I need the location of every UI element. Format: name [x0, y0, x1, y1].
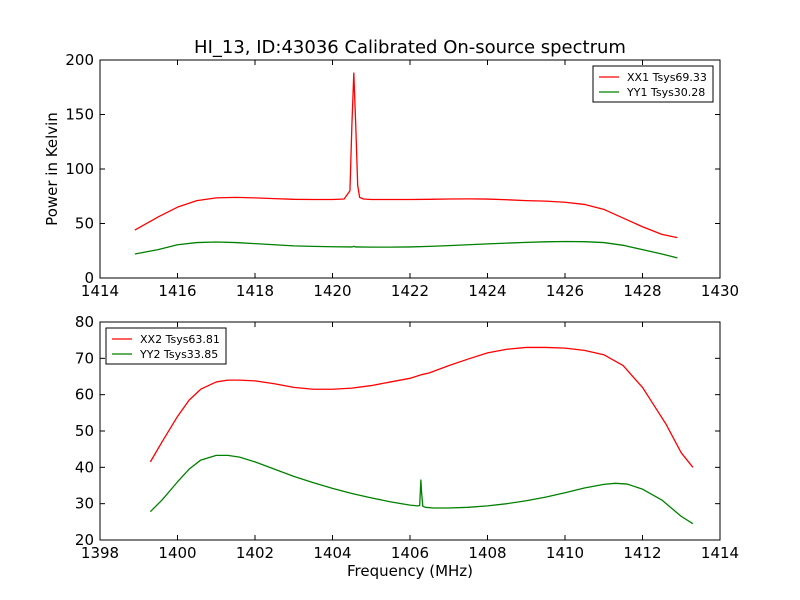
bottom-chart: Frequency (MHz) 1398 1400 1402 1404 1406 1408… — [75, 313, 739, 580]
bottom-x-tick-label: 1410 — [546, 544, 584, 562]
bottom-legend-box — [105, 327, 227, 365]
bottom-x-tick-label: 1404 — [313, 544, 351, 562]
top-chart: HI_13, ID:43036 Calibrated On-source spe… — [43, 37, 739, 300]
top-x-tick-label: 1418 — [236, 282, 274, 300]
bottom-y-tick-label: 20 — [75, 531, 94, 549]
top-y-tick-label: 50 — [75, 215, 94, 233]
bottom-x-axis-label: Frequency (MHz) — [347, 562, 473, 580]
bottom-x-tick-label: 1414 — [701, 544, 739, 562]
bottom-ticks-layer: 1398 1400 1402 1404 1406 1408 1410 1412 1414 20 30… — [75, 313, 739, 562]
bottom-y-tick-label: 80 — [75, 313, 94, 331]
bottom-y-tick-label: 30 — [75, 495, 94, 513]
bottom-x-tick-label: 1402 — [236, 544, 274, 562]
chart-title: HI_13, ID:43036 Calibrated On-source spe… — [194, 37, 626, 58]
top-ticks-layer: 1414 1416 1418 1420 1422 1424 1426 1428 1430 0 50 1… — [65, 51, 739, 300]
top-y-tick-label: 200 — [65, 51, 94, 69]
top-series-line-2 — [134, 240, 678, 259]
bottom-x-tick-label: 1408 — [468, 544, 506, 562]
top-y-tick-label: 150 — [65, 106, 94, 124]
top-y-axis-label: Power in Kelvin — [43, 112, 61, 226]
bottom-y-tick-label: 70 — [75, 349, 94, 367]
top-legend-label-2: YY1 Tsys30.28 — [626, 86, 705, 99]
top-legend-label-1: XX1 Tsys69.33 — [627, 71, 707, 84]
top-x-tick-label: 1426 — [546, 282, 584, 300]
bottom-x-tick-label: 1400 — [158, 544, 196, 562]
bottom-legend: XX2 Tsys63.81 YY2 Tsys33.85 — [105, 327, 227, 365]
top-x-tick-label: 1430 — [701, 282, 739, 300]
bottom-y-tick-label: 60 — [75, 386, 94, 404]
top-legend-box — [592, 65, 714, 103]
bottom-x-tick-label: 1412 — [623, 544, 661, 562]
top-x-tick-label: 1414 — [81, 282, 119, 300]
bottom-legend-label-1: XX2 Tsys63.81 — [140, 333, 220, 346]
bottom-series-line-1 — [149, 346, 694, 468]
top-series-layer — [134, 72, 678, 259]
bottom-legend-label-2: YY2 Tsys33.85 — [139, 348, 218, 361]
top-x-tick-label: 1420 — [313, 282, 351, 300]
bottom-series-layer — [149, 346, 694, 525]
top-series-line-1 — [134, 72, 678, 239]
top-x-tick-label: 1416 — [158, 282, 196, 300]
bottom-series-line-2 — [149, 454, 694, 525]
bottom-y-tick-label: 50 — [75, 422, 94, 440]
top-x-tick-label: 1424 — [468, 282, 506, 300]
bottom-x-tick-label: 1406 — [391, 544, 429, 562]
bottom-y-tick-label: 40 — [75, 458, 94, 476]
top-x-tick-label: 1422 — [391, 282, 429, 300]
top-y-tick-label: 100 — [65, 160, 94, 178]
top-y-tick-label: 0 — [84, 269, 94, 287]
top-x-tick-label: 1428 — [623, 282, 661, 300]
top-legend: XX1 Tsys69.33 YY1 Tsys30.28 — [592, 65, 714, 103]
bottom-x-tick-label: 1398 — [81, 544, 119, 562]
